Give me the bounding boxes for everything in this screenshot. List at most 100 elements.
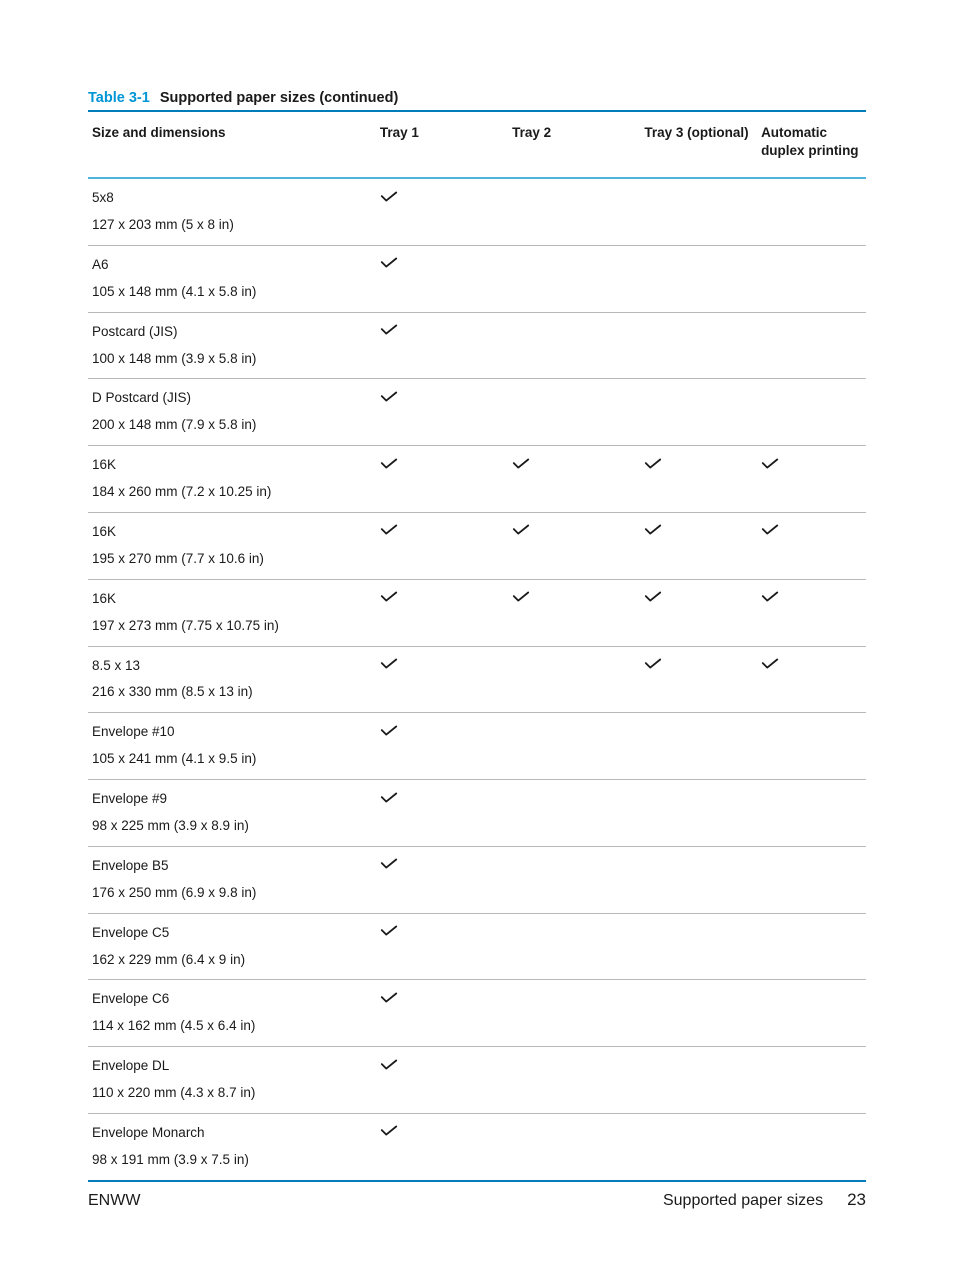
- table-row: 5x8: [88, 178, 866, 210]
- table-row: Envelope B5: [88, 846, 866, 877]
- cell-tray3: [640, 245, 757, 276]
- cell-tray2: [508, 646, 640, 677]
- check-icon: [380, 188, 398, 203]
- cell-size-dim: 176 x 250 mm (6.9 x 9.8 in): [88, 878, 376, 913]
- check-icon: [644, 455, 662, 470]
- table-caption: Table 3-1 Supported paper sizes (continu…: [88, 90, 866, 106]
- cell-size-dim: 127 x 203 mm (5 x 8 in): [88, 210, 376, 245]
- check-icon: [380, 989, 398, 1004]
- table-body: 5x8127 x 203 mm (5 x 8 in)A6105 x 148 mm…: [88, 178, 866, 1181]
- cell-tray3: [640, 513, 757, 544]
- cell-size-dim: 216 x 330 mm (8.5 x 13 in): [88, 677, 376, 712]
- table-row: 176 x 250 mm (6.9 x 9.8 in): [88, 878, 866, 913]
- table-row: 162 x 229 mm (6.4 x 9 in): [88, 945, 866, 980]
- cell-duplex: [757, 646, 866, 677]
- cell-duplex: [757, 245, 866, 276]
- table-row: 16K: [88, 446, 866, 477]
- table-row: 16K: [88, 579, 866, 610]
- cell-size-name: Envelope Monarch: [88, 1114, 376, 1145]
- cell-tray1: [376, 713, 508, 744]
- check-icon: [380, 322, 398, 337]
- check-icon: [761, 656, 779, 671]
- check-icon: [644, 522, 662, 537]
- cell-tray2: [508, 780, 640, 811]
- check-icon: [380, 388, 398, 403]
- cell-tray3: [640, 646, 757, 677]
- cell-size-dim: 162 x 229 mm (6.4 x 9 in): [88, 945, 376, 980]
- cell-size-name: 8.5 x 13: [88, 646, 376, 677]
- table-row: 98 x 225 mm (3.9 x 8.9 in): [88, 811, 866, 846]
- cell-tray2: [508, 446, 640, 477]
- table-row: 16K: [88, 513, 866, 544]
- cell-size-dim: 184 x 260 mm (7.2 x 10.25 in): [88, 477, 376, 512]
- cell-duplex: [757, 178, 866, 210]
- cell-tray2: [508, 1114, 640, 1145]
- cell-size-dim: 200 x 148 mm (7.9 x 5.8 in): [88, 410, 376, 445]
- table-row: 100 x 148 mm (3.9 x 5.8 in): [88, 344, 866, 379]
- cell-tray1: [376, 245, 508, 276]
- check-icon: [761, 589, 779, 604]
- cell-size-name: 16K: [88, 579, 376, 610]
- cell-tray3: [640, 312, 757, 343]
- cell-tray1: [376, 913, 508, 944]
- cell-duplex: [757, 1047, 866, 1078]
- cell-duplex: [757, 1114, 866, 1145]
- col-header-duplex: Automatic duplex printing: [757, 111, 866, 178]
- check-icon: [380, 522, 398, 537]
- cell-duplex: [757, 913, 866, 944]
- check-icon: [380, 455, 398, 470]
- cell-tray3: [640, 780, 757, 811]
- table-row: 98 x 191 mm (3.9 x 7.5 in): [88, 1145, 866, 1180]
- col-header-tray1: Tray 1: [376, 111, 508, 178]
- cell-duplex: [757, 579, 866, 610]
- cell-tray3: [640, 846, 757, 877]
- cell-size-name: Postcard (JIS): [88, 312, 376, 343]
- cell-duplex: [757, 713, 866, 744]
- table-row: A6: [88, 245, 866, 276]
- cell-size-name: Envelope #9: [88, 780, 376, 811]
- check-icon: [380, 856, 398, 871]
- cell-tray1: [376, 446, 508, 477]
- cell-tray1: [376, 379, 508, 410]
- cell-tray2: [508, 980, 640, 1011]
- cell-size-name: A6: [88, 245, 376, 276]
- cell-tray3: [640, 178, 757, 210]
- cell-size-dim: 110 x 220 mm (4.3 x 8.7 in): [88, 1078, 376, 1113]
- cell-tray1: [376, 1047, 508, 1078]
- cell-size-dim: 105 x 148 mm (4.1 x 5.8 in): [88, 277, 376, 312]
- cell-duplex: [757, 980, 866, 1011]
- cell-size-name: D Postcard (JIS): [88, 379, 376, 410]
- table-row: 114 x 162 mm (4.5 x 6.4 in): [88, 1011, 866, 1046]
- table-row: 184 x 260 mm (7.2 x 10.25 in): [88, 477, 866, 512]
- col-header-tray3: Tray 3 (optional): [640, 111, 757, 178]
- table-row: 200 x 148 mm (7.9 x 5.8 in): [88, 410, 866, 445]
- table-row: Envelope C6: [88, 980, 866, 1011]
- check-icon: [761, 455, 779, 470]
- cell-size-name: 16K: [88, 513, 376, 544]
- cell-size-dim: 105 x 241 mm (4.1 x 9.5 in): [88, 744, 376, 779]
- cell-size-name: Envelope B5: [88, 846, 376, 877]
- check-icon: [380, 255, 398, 270]
- col-header-tray2: Tray 2: [508, 111, 640, 178]
- cell-tray2: [508, 312, 640, 343]
- cell-duplex: [757, 446, 866, 477]
- cell-tray2: [508, 379, 640, 410]
- cell-duplex: [757, 846, 866, 877]
- cell-size-dim: 98 x 191 mm (3.9 x 7.5 in): [88, 1145, 376, 1180]
- table-row: D Postcard (JIS): [88, 379, 866, 410]
- cell-tray1: [376, 178, 508, 210]
- cell-tray2: [508, 245, 640, 276]
- check-icon: [380, 1123, 398, 1138]
- check-icon: [644, 656, 662, 671]
- table-row: Envelope #9: [88, 780, 866, 811]
- page-footer: ENWW Supported paper sizes 23: [88, 1190, 866, 1210]
- check-icon: [380, 1056, 398, 1071]
- cell-size-name: 5x8: [88, 178, 376, 210]
- cell-tray1: [376, 980, 508, 1011]
- cell-size-name: Envelope #10: [88, 713, 376, 744]
- table-row: Envelope #10: [88, 713, 866, 744]
- check-icon: [512, 522, 530, 537]
- cell-tray3: [640, 913, 757, 944]
- table-row: 195 x 270 mm (7.7 x 10.6 in): [88, 544, 866, 579]
- check-icon: [380, 722, 398, 737]
